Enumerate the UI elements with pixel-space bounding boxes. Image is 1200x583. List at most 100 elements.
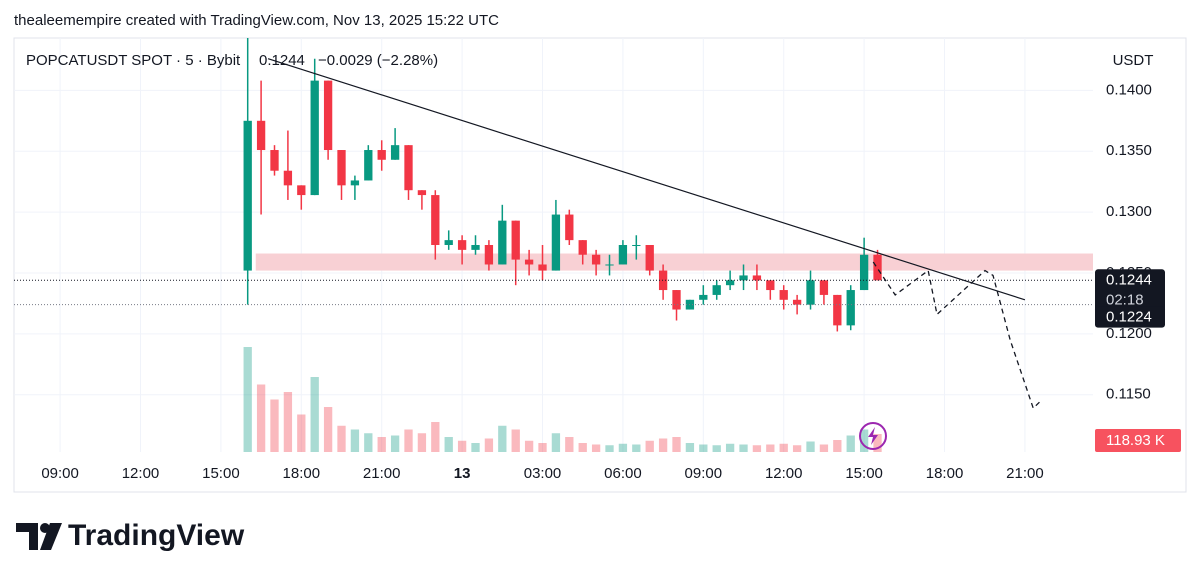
volume-bar — [672, 437, 681, 452]
projection-path — [872, 261, 1043, 410]
volume-bar — [565, 437, 574, 452]
zone — [255, 253, 1093, 271]
candle-body — [725, 280, 735, 286]
volume-bar — [806, 441, 815, 452]
x-tick-label: 21:00 — [363, 465, 401, 482]
x-tick-label: 15:00 — [845, 465, 883, 482]
candle-body — [524, 259, 534, 265]
price-tag — [1095, 269, 1165, 313]
candle-body — [498, 220, 507, 265]
volume-bar — [792, 445, 802, 452]
legend-price: 0.1244 — [259, 52, 305, 69]
volume-bar — [591, 444, 601, 452]
volume-bar — [377, 437, 386, 452]
price-tag-label: 0.1244 — [1106, 271, 1152, 288]
low-tag — [1095, 306, 1165, 328]
candle-body — [712, 285, 721, 295]
volume-bar — [310, 377, 319, 452]
candle-body — [337, 150, 346, 186]
trendline — [267, 58, 1026, 301]
volume-bar — [819, 444, 829, 452]
header: thealeemempire created with TradingView.… — [14, 12, 499, 29]
volume-bar — [350, 429, 360, 452]
x-tick-label: 09:00 — [41, 465, 79, 482]
candle-body — [471, 245, 480, 250]
candle-body — [859, 254, 869, 291]
candle-body — [672, 290, 681, 310]
brand-logo — [16, 523, 62, 550]
candle-body — [806, 280, 815, 305]
candle-body — [484, 245, 494, 265]
candle-body — [417, 190, 427, 196]
volume-tag-label: 118.93 K — [1106, 432, 1165, 449]
candle-body — [377, 150, 386, 160]
volume-bar — [685, 443, 695, 452]
y-tick-label: 0.1150 — [1106, 386, 1151, 403]
volume-bar — [873, 434, 882, 452]
candle-body — [605, 264, 614, 266]
volume-bar — [645, 440, 654, 452]
volume-bar — [833, 440, 842, 452]
candle-body — [270, 150, 279, 171]
legend: POPCATUSDT SPOT · 5 · Bybit 0.1244 −0.00… — [26, 52, 438, 69]
x-tick-label: 18:00 — [926, 465, 964, 482]
candle-body — [699, 294, 708, 300]
volume-bar — [243, 347, 252, 452]
volume-bar — [618, 443, 628, 452]
candle-body — [658, 270, 668, 291]
volume-bar — [444, 437, 453, 452]
candle-body — [404, 145, 413, 191]
volume-bar — [605, 445, 614, 452]
x-tick-label: 09:00 — [685, 465, 723, 482]
candle-body — [739, 275, 748, 281]
candle-body — [578, 240, 587, 255]
candle-body — [591, 254, 601, 265]
volume-bar — [404, 429, 413, 452]
volume-bar — [538, 443, 547, 452]
candle-body — [792, 299, 802, 305]
y-tick-label: 0.1350 — [1106, 142, 1152, 159]
candle-body — [243, 120, 252, 271]
candle-body — [833, 294, 842, 326]
volume-bar — [283, 392, 293, 452]
x-tick-label: 13 — [454, 465, 471, 482]
volume-bar — [578, 443, 587, 452]
candle-body — [819, 280, 829, 295]
candle-body — [618, 245, 628, 265]
candle-body — [310, 80, 319, 196]
volume-bar — [632, 444, 641, 452]
x-tick-label: 03:00 — [524, 465, 562, 482]
candle-body — [873, 254, 882, 281]
chart-frame — [13, 37, 1187, 493]
volume-bar — [431, 422, 440, 452]
candle-body — [645, 245, 654, 271]
alert-icon — [859, 422, 887, 450]
volume-bar — [725, 443, 735, 452]
currency[interactable]: USDT — [1113, 52, 1154, 69]
x-tick-label: 21:00 — [1006, 465, 1044, 482]
volume-bar — [484, 438, 494, 452]
volume-bar — [766, 444, 775, 452]
x-tick-label: 12:00 — [765, 465, 803, 482]
x-tick-label: 18:00 — [283, 465, 321, 482]
volume-bar — [658, 438, 668, 452]
candle-body — [256, 120, 266, 151]
volume-bar — [712, 445, 721, 452]
candle-body — [538, 264, 547, 271]
candle-body — [551, 214, 561, 271]
volume-bar — [364, 433, 373, 452]
volume-bar — [390, 435, 400, 452]
symbol: POPCATUSDT SPOT · 5 · Bybit — [26, 52, 241, 69]
candle-body — [350, 180, 360, 186]
y-tick-label: 0.1200 — [1106, 325, 1152, 342]
x-tick-label: 15:00 — [202, 465, 240, 482]
volume-bar — [270, 399, 279, 452]
volume-bar — [323, 407, 333, 452]
volume-bar — [846, 435, 855, 452]
plot-area — [14, 38, 1093, 452]
volume-tag — [1095, 429, 1181, 452]
volume-bar — [471, 443, 480, 452]
candle-body — [779, 290, 788, 300]
volume-bar — [739, 444, 748, 452]
